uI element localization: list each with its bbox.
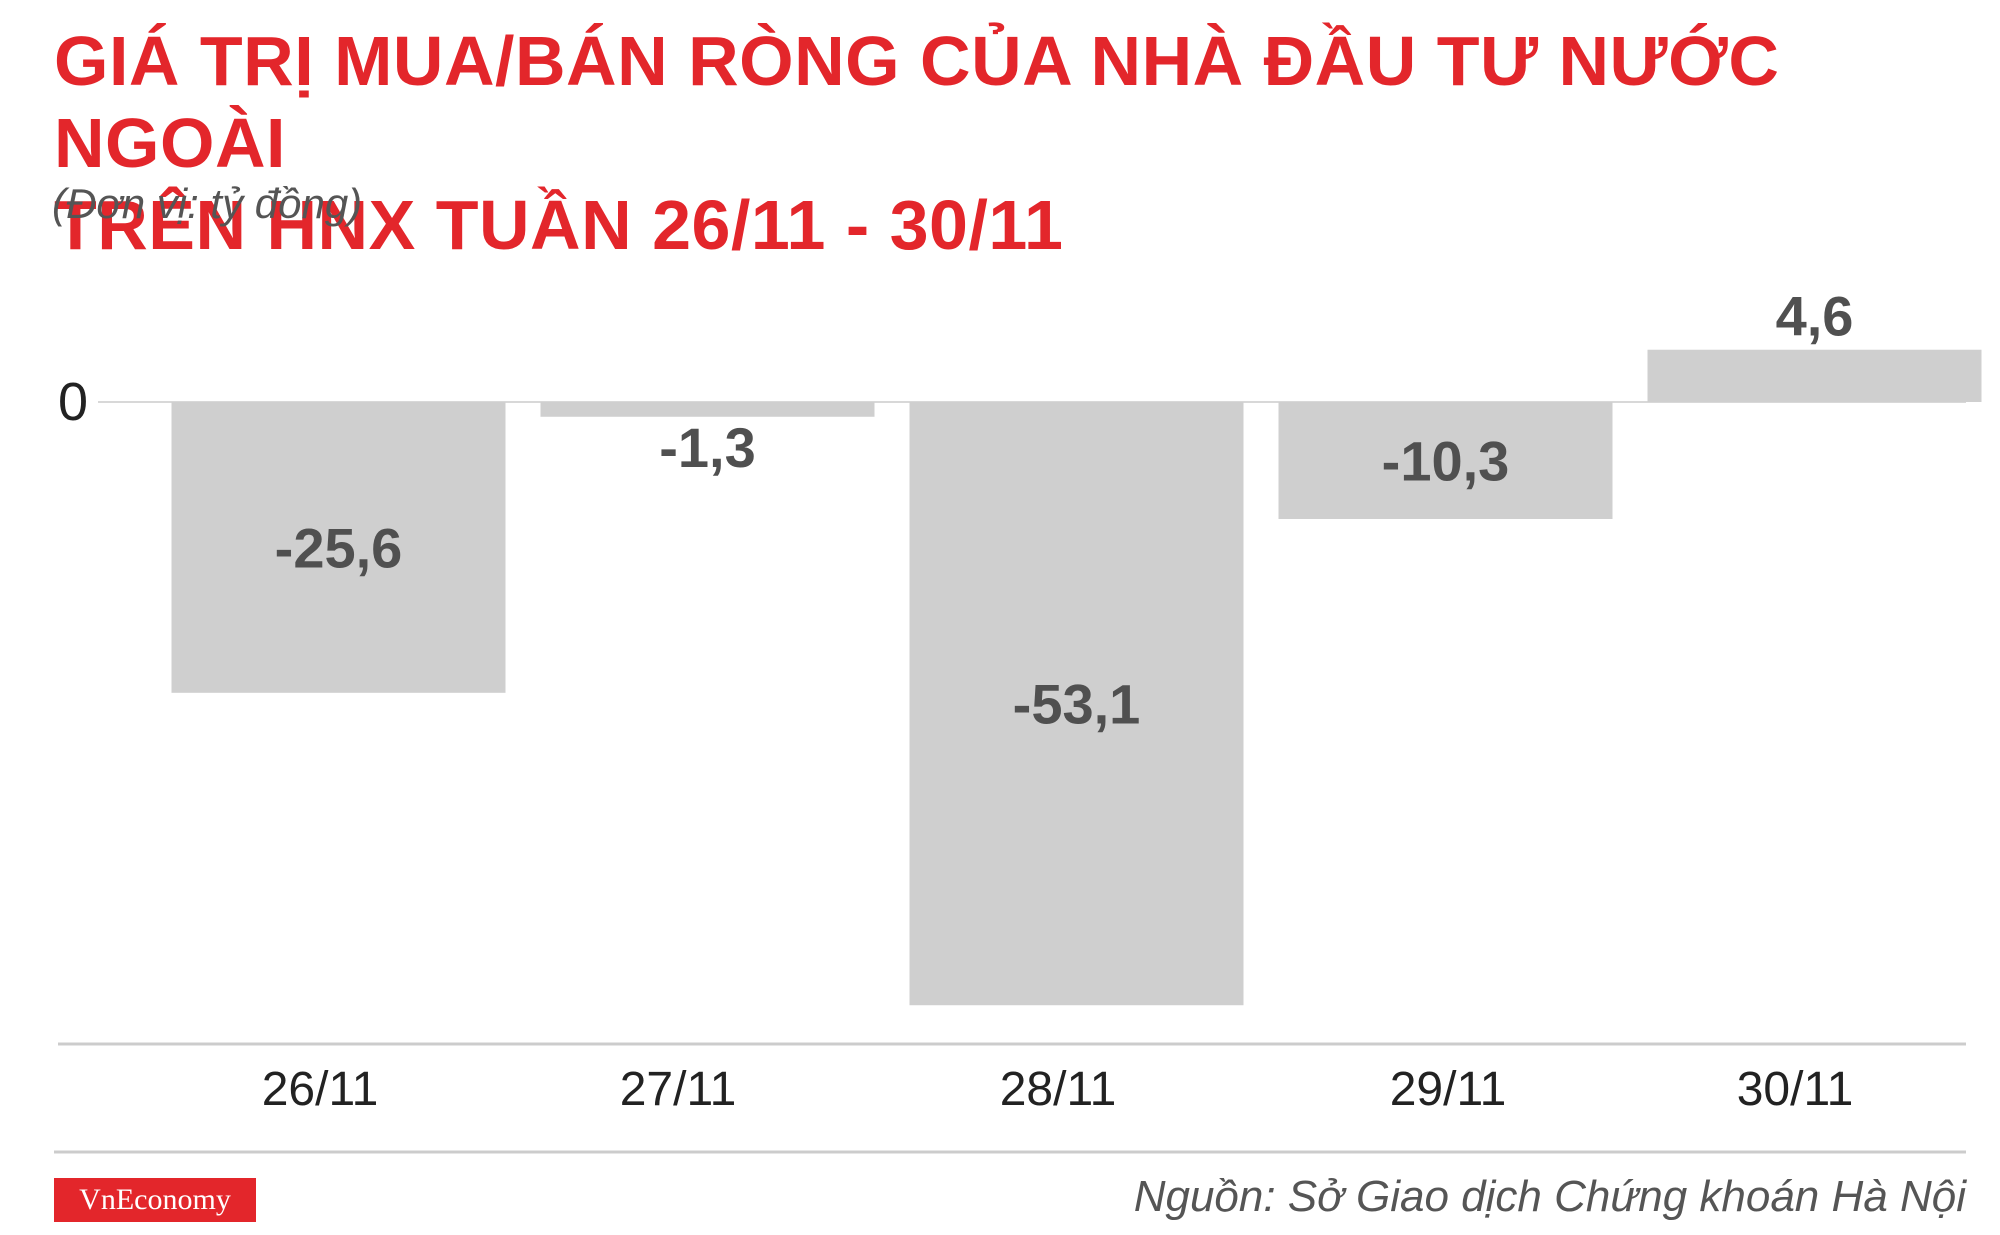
bar-27-11 — [540, 402, 875, 417]
x-ticks-group: 26/11 27/11 28/11 29/11 30/11 — [262, 1063, 1854, 1116]
bar-26-11 — [171, 402, 506, 693]
x-tick-label-29-11: 29/11 — [1390, 1063, 1507, 1116]
title-line-1: GIÁ TRỊ MUA/BÁN RÒNG CỦA NHÀ ĐẦU TƯ NƯỚC… — [54, 22, 1780, 182]
value-label-29-11: -10,3 — [1382, 430, 1510, 493]
chart-title: GIÁ TRỊ MUA/BÁN RÒNG CỦA NHÀ ĐẦU TƯ NƯỚC… — [54, 20, 2000, 266]
value-label-27-11: -1,3 — [659, 416, 756, 479]
bars-group: -25,6 -1,3 -53,1 -10,3 4,6 — [171, 285, 1982, 1006]
value-label-28-11: -53,1 — [1013, 673, 1141, 736]
unit-label: (Đơn vị: tỷ đồng) — [52, 180, 363, 227]
bar-29-11 — [1278, 402, 1613, 520]
x-tick-label-30-11: 30/11 — [1737, 1063, 1854, 1116]
x-tick-label-27-11: 27/11 — [620, 1063, 737, 1116]
vneconomy-logo: VnEconomy — [54, 1178, 256, 1222]
source-note: Nguồn: Sở Giao dịch Chứng khoán Hà Nội — [1133, 1172, 1966, 1221]
x-tick-label-26-11: 26/11 — [262, 1063, 379, 1116]
value-label-30-11: 4,6 — [1776, 285, 1854, 348]
y-tick-label-zero: 0 — [58, 372, 88, 432]
value-label-26-11: -25,6 — [275, 516, 403, 579]
x-tick-label-28-11: 28/11 — [1000, 1063, 1117, 1116]
bar-28-11 — [909, 402, 1244, 1006]
title-line-2: TRÊN HNX TUẦN 26/11 - 30/11 — [54, 186, 1064, 264]
bar-30-11 — [1647, 349, 1982, 402]
